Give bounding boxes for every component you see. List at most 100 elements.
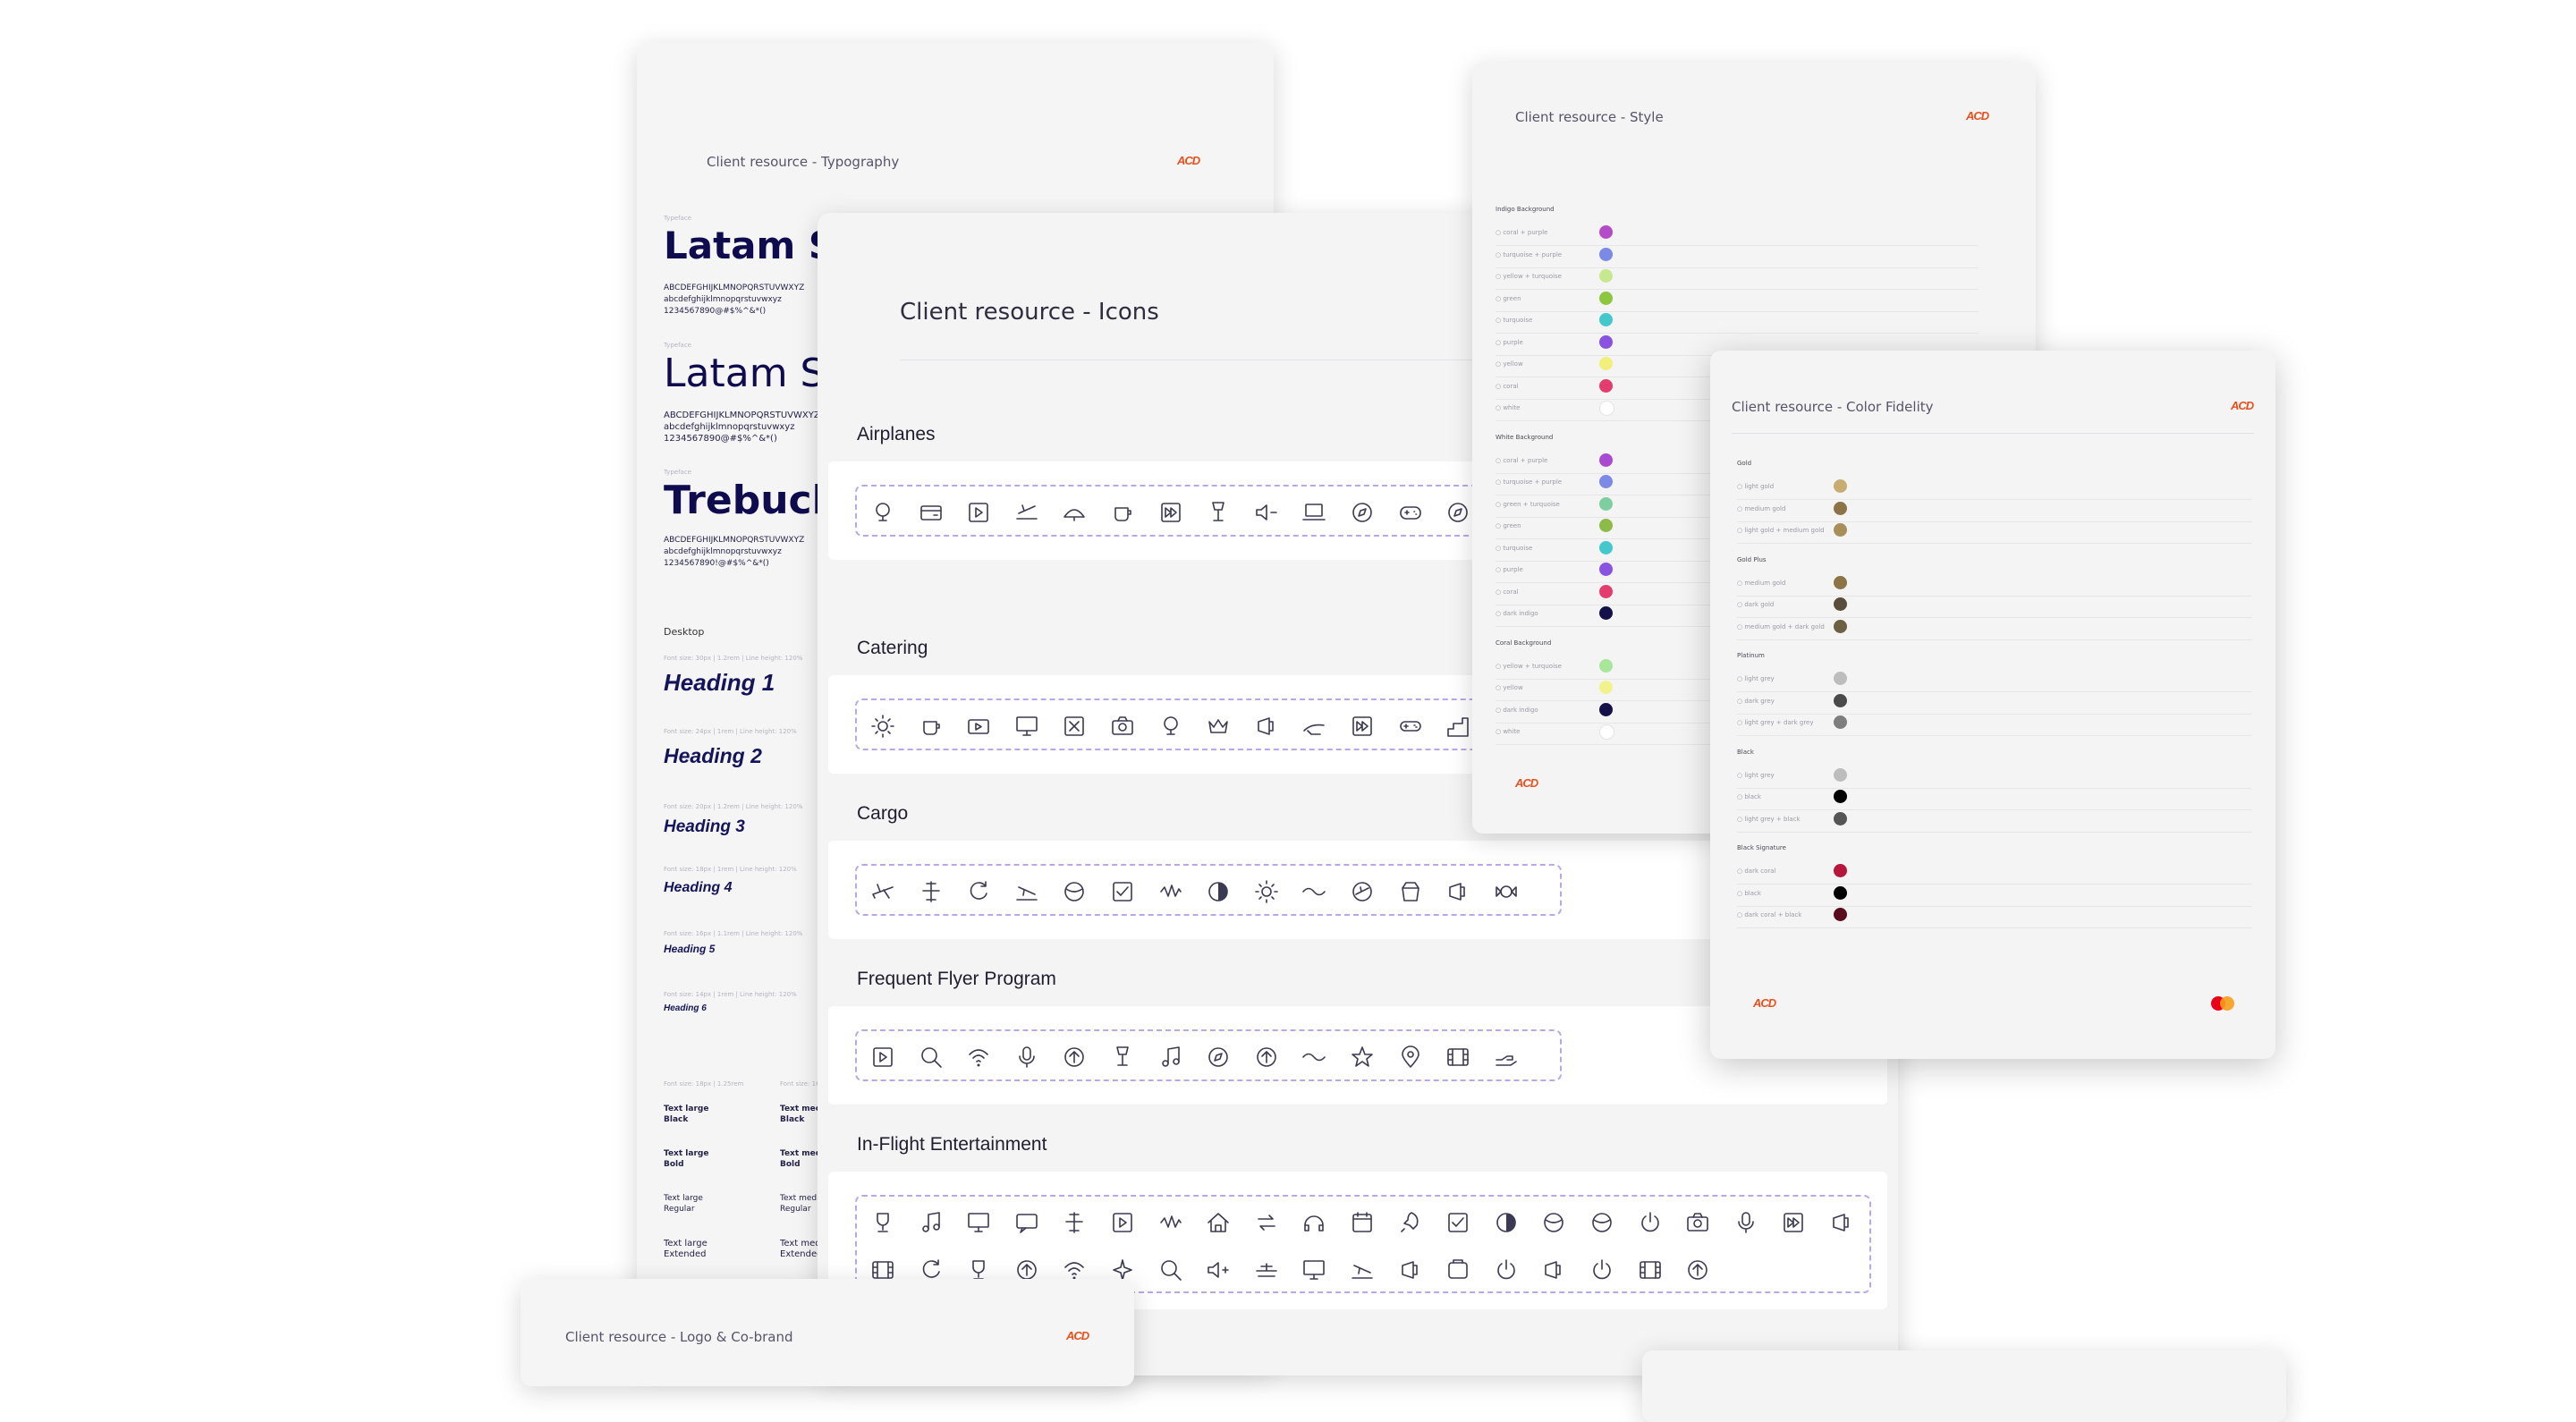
refresh-icon[interactable] (1589, 1257, 1615, 1283)
swatch-row[interactable]: ○ black (1737, 788, 2252, 810)
plane-takeoff-icon[interactable] (869, 499, 896, 526)
swatch-row[interactable]: ○ medium gold (1737, 500, 2252, 522)
swatch-row[interactable]: ○ black (1737, 885, 2252, 907)
brightness-icon[interactable] (1780, 1209, 1807, 1236)
search-icon[interactable] (1349, 1044, 1376, 1071)
mute-icon[interactable] (1205, 1209, 1232, 1236)
swatch-row[interactable]: ○ green (1496, 290, 1979, 312)
location-pin-icon[interactable] (1301, 1044, 1327, 1071)
vaccine-icon[interactable] (1349, 878, 1376, 905)
book-icon[interactable] (1589, 1209, 1615, 1236)
lock-tag-icon[interactable] (1493, 878, 1520, 905)
logo-card[interactable]: Client resource - Logo & Co-brand ACD (521, 1279, 1134, 1386)
wave-icon[interactable] (1493, 1257, 1520, 1283)
swatch-row[interactable]: ○ light grey (1737, 766, 2252, 789)
boxes-icon[interactable] (1157, 878, 1184, 905)
at-sign-icon[interactable] (1109, 878, 1136, 905)
trophy-icon[interactable] (1157, 1044, 1184, 1071)
swatch-row[interactable]: ○ light grey (1737, 670, 2252, 692)
stop-box-icon[interactable] (1540, 1209, 1567, 1236)
gamepad-icon[interactable] (869, 1209, 896, 1236)
close-box-icon[interactable] (1349, 1209, 1376, 1236)
dish-icon[interactable] (1445, 713, 1471, 740)
color-fidelity-card[interactable]: Client resource - Color Fidelity ACD ACD… (1710, 351, 2275, 1059)
screen-icon[interactable] (1253, 1257, 1280, 1283)
plane-crown-icon[interactable] (1397, 499, 1424, 526)
tv-icon[interactable] (1205, 1257, 1232, 1283)
check-box-icon[interactable] (1397, 1209, 1424, 1236)
wifi-icon[interactable] (918, 1209, 945, 1236)
wallet-icon[interactable] (965, 1209, 992, 1236)
bottles-icon[interactable] (1061, 713, 1088, 740)
speaker-icon[interactable] (869, 1257, 896, 1283)
swatch-row[interactable]: ○ coral + purple (1496, 224, 1979, 246)
jar-icon[interactable] (1397, 713, 1424, 740)
pet-icon[interactable] (965, 878, 992, 905)
hand-swap-icon[interactable] (1397, 1044, 1424, 1071)
swatch-row[interactable]: ○ dark gold (1737, 596, 2252, 618)
download-icon[interactable] (1684, 1257, 1711, 1283)
delivery-box-icon[interactable] (1445, 878, 1471, 905)
video-card-icon[interactable] (1013, 1209, 1040, 1236)
plane-rotate-icon[interactable] (1013, 499, 1040, 526)
sparkle-icon[interactable] (1445, 1044, 1471, 1071)
plane-departure-icon[interactable] (1109, 499, 1136, 526)
power-icon[interactable] (1061, 1257, 1088, 1283)
headphones-icon[interactable] (1061, 1209, 1088, 1236)
plane-wave-icon[interactable] (1445, 499, 1471, 526)
swatch-row[interactable]: ○ turquoise + purple (1496, 246, 1979, 268)
play-box-icon[interactable] (1445, 1209, 1471, 1236)
juice-box-icon[interactable] (1349, 713, 1376, 740)
fish-icon[interactable] (1205, 713, 1232, 740)
tea-cup-icon[interactable] (1109, 713, 1136, 740)
cutlery-icon[interactable] (1013, 713, 1040, 740)
soup-bowl-icon[interactable] (965, 713, 992, 740)
plane-dome-icon[interactable] (1061, 499, 1088, 526)
hand-coins-icon[interactable] (965, 1044, 992, 1071)
swatch-row[interactable]: ○ yellow + turquoise (1496, 267, 1979, 290)
bread-icon[interactable] (1253, 713, 1280, 740)
swatch-row[interactable]: ○ light gold (1737, 478, 2252, 500)
lightbulb-icon[interactable] (918, 1257, 945, 1283)
plane-arrival-icon[interactable] (1157, 499, 1184, 526)
radio-icon[interactable] (1301, 1257, 1327, 1283)
globe-plane-icon[interactable] (918, 499, 945, 526)
calendar-plane-icon[interactable] (1253, 499, 1280, 526)
music-note-icon[interactable] (1301, 1209, 1327, 1236)
partial-card[interactable] (1642, 1350, 2286, 1422)
rewind-box-icon[interactable] (1733, 1209, 1759, 1236)
home-icon[interactable] (1540, 1257, 1567, 1283)
swatch-row[interactable]: ○ medium gold (1737, 574, 2252, 597)
lightbulb-icon[interactable] (869, 1044, 896, 1071)
plane-ground-icon[interactable] (1205, 499, 1232, 526)
monitor-icon[interactable] (1157, 1257, 1184, 1283)
secure-box-icon[interactable] (1301, 878, 1327, 905)
ramp-icon[interactable] (869, 878, 896, 905)
horse-icon[interactable] (1397, 878, 1424, 905)
swatch-row[interactable]: ○ medium gold + dark gold (1737, 618, 2252, 640)
usb-icon[interactable] (1397, 1257, 1424, 1283)
rocket-icon[interactable] (1061, 1044, 1088, 1071)
play-icon[interactable] (1253, 1209, 1280, 1236)
hand-plane-icon[interactable] (1493, 1044, 1520, 1071)
link-icon[interactable] (1061, 878, 1088, 905)
controller-icon[interactable] (1445, 1257, 1471, 1283)
flower-box-icon[interactable] (1013, 878, 1040, 905)
swatch-row[interactable]: ○ dark coral + black (1737, 906, 2252, 928)
volume-up-icon[interactable] (1109, 1209, 1136, 1236)
compass-icon[interactable] (1109, 1044, 1136, 1071)
heart-plane-icon[interactable] (1301, 499, 1327, 526)
eject-box-icon[interactable] (1637, 1209, 1664, 1236)
cocktail-icon[interactable] (869, 713, 896, 740)
swatch-row[interactable]: ○ light grey + dark grey (1737, 714, 2252, 736)
plane-hand-icon[interactable] (1349, 499, 1376, 526)
volume-down-icon[interactable] (1157, 1209, 1184, 1236)
candy-icon[interactable] (1157, 713, 1184, 740)
pause-box-icon[interactable] (1493, 1209, 1520, 1236)
exchange-icon[interactable] (1205, 1044, 1232, 1071)
star-icon[interactable] (1013, 1044, 1040, 1071)
camera-icon[interactable] (1349, 1257, 1376, 1283)
swatch-row[interactable]: ○ turquoise (1496, 311, 1979, 334)
podium-icon[interactable] (918, 1044, 945, 1071)
forward-box-icon[interactable] (1684, 1209, 1711, 1236)
